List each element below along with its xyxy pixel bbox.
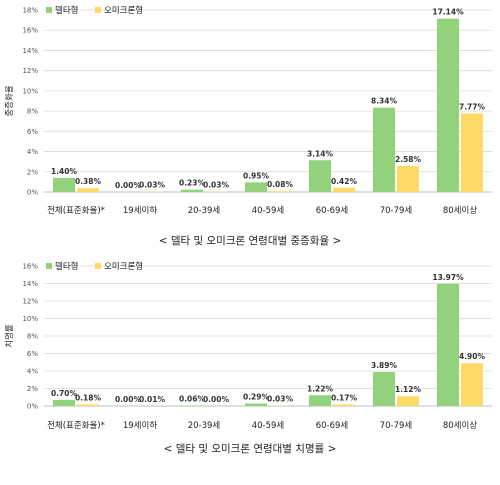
bar-delta [181,405,203,406]
bar-omicron [269,191,291,192]
y-tick-label: 12% [22,67,38,75]
chart-2: 0%2%4%6%8%10%12%14%16%치명률전체(표준화율)*0.70%0… [4,261,492,455]
data-label: 1.22% [307,384,334,393]
data-label: 0.03% [203,181,230,190]
data-label: 0.00% [115,181,142,190]
category-label: 60-69세 [316,421,349,431]
bar-delta [245,182,267,192]
bar-delta [437,283,459,406]
y-axis-label: 중증화율 [5,85,15,116]
data-label: 7.77% [459,102,486,111]
bar-delta [309,160,331,192]
data-label: 0.03% [267,395,294,404]
data-label: 0.06% [179,394,206,403]
data-label: 13.97% [432,273,464,282]
legend-label: 오미크론형 [104,262,143,272]
bar-omicron [397,396,419,406]
data-label: 3.14% [307,149,334,158]
bar-delta [437,18,459,192]
data-label: 1.40% [51,167,78,176]
legend-label: 델타형 [55,5,78,16]
data-label: 0.08% [267,180,294,189]
data-label: 3.89% [371,361,398,370]
y-tick-label: 4% [27,368,38,376]
y-tick-label: 14% [22,280,38,288]
bar-delta [245,403,267,406]
data-label: 8.34% [371,97,398,106]
bar-omicron [77,188,99,192]
bar-omicron [397,165,419,192]
y-tick-label: 8% [27,333,38,341]
data-label: 4.90% [459,352,486,361]
bar-delta [181,189,203,192]
bar-omicron [461,363,483,406]
bar-delta [309,395,331,406]
y-tick-label: 12% [22,298,38,306]
category-label: 80세이상 [443,205,477,216]
y-tick-label: 8% [27,108,38,116]
data-label: 0.00% [115,395,142,404]
bar-omicron [333,187,355,192]
bar-omicron [333,404,355,406]
y-tick-label: 16% [22,27,38,35]
category-label: 19세이하 [123,420,157,431]
y-tick-label: 14% [22,47,38,55]
bar-delta [53,399,75,406]
data-label: 0.95% [243,171,270,180]
data-label: 0.03% [139,181,166,190]
category-label: 60-69세 [316,206,349,216]
bar-omicron [461,113,483,192]
chart-caption: < 델타 및 오미크론 연령대별 중증화율 > [159,235,342,247]
y-tick-label: 0% [27,403,38,411]
data-label: 0.01% [139,395,166,404]
data-label: 0.17% [331,394,358,403]
y-tick-label: 10% [22,87,38,95]
legend-label: 오미크론형 [104,6,143,16]
category-label: 전체(표준화율)* [47,205,105,216]
bar-delta [373,371,395,406]
chart-caption: < 델타 및 오미크론 연령대별 치명률 > [164,443,337,455]
y-axis-label: 치명률 [4,324,15,348]
category-label: 19세이하 [123,205,157,216]
y-tick-label: 0% [27,189,38,197]
data-label: 0.18% [75,393,102,402]
data-label: 0.29% [243,392,270,401]
category-label: 전체(표준화율)* [47,420,105,431]
data-label: 0.00% [203,395,230,404]
bar-delta [373,107,395,192]
y-tick-label: 2% [27,385,38,393]
data-label: 17.14% [432,8,464,17]
legend-swatch [95,7,101,13]
legend-swatch [46,7,52,13]
data-label: 0.42% [331,177,358,186]
data-label: 0.38% [75,177,102,186]
y-tick-label: 16% [22,263,38,271]
bar-omicron [77,404,99,406]
data-label: 2.58% [395,155,422,164]
y-tick-label: 6% [27,128,38,136]
bar-delta [53,177,75,192]
data-label: 0.23% [179,179,206,188]
y-tick-label: 10% [22,315,38,323]
data-label: 1.12% [395,385,422,394]
category-label: 80세이상 [443,420,477,431]
category-label: 20-39세 [188,421,221,431]
category-label: 40-59세 [252,206,285,216]
y-tick-label: 4% [27,148,38,156]
legend-swatch [95,263,101,269]
category-label: 70-79세 [380,206,413,216]
category-label: 20-39세 [188,206,221,216]
category-label: 40-59세 [252,421,285,431]
y-tick-label: 2% [27,168,38,176]
legend-label: 델타형 [55,261,78,272]
legend-swatch [46,263,52,269]
category-label: 70-79세 [380,421,413,431]
y-tick-label: 18% [22,7,38,15]
data-label: 0.70% [51,389,78,398]
y-tick-label: 6% [27,350,38,358]
